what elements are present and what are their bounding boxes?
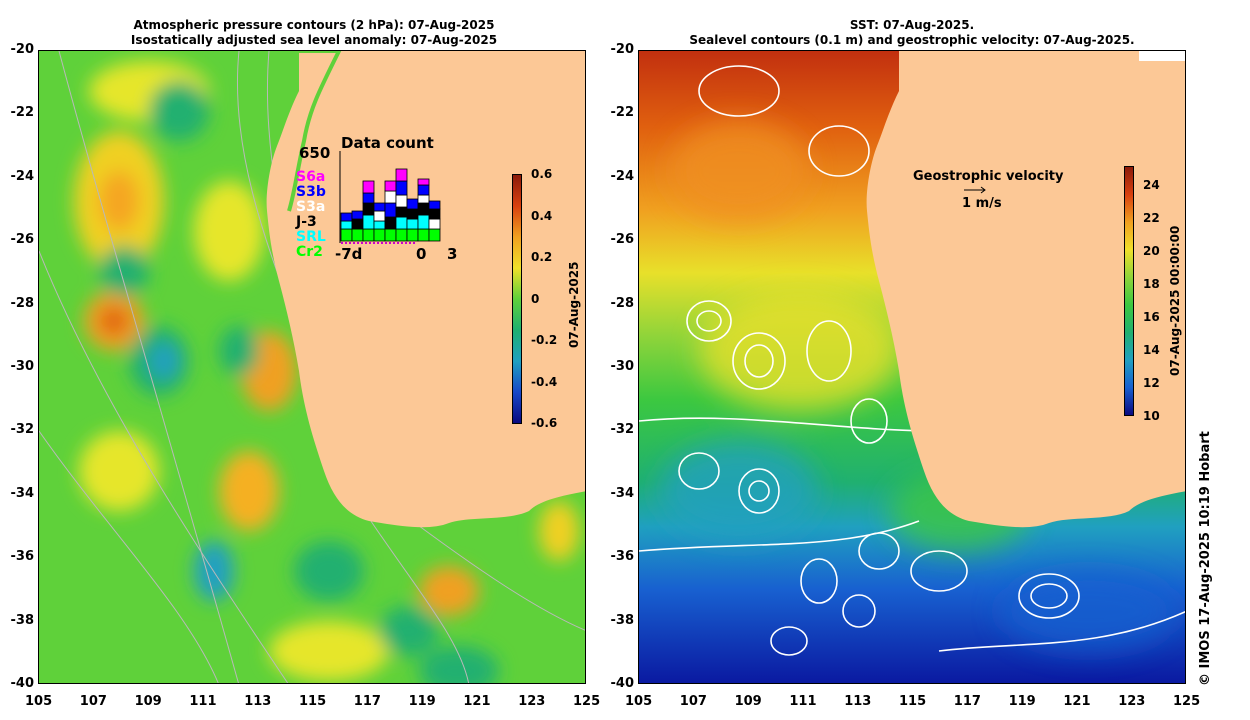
- lat-tick-label: -22: [10, 105, 35, 121]
- lat-tick-label: -40: [610, 676, 635, 691]
- lon-tick-label: 105: [25, 694, 53, 709]
- left-colorbar-label: 07-Aug-2025: [567, 261, 581, 348]
- lon-tick-label: 121: [463, 694, 491, 709]
- left-cbar-tick: 0.4: [531, 209, 553, 223]
- left-cbar-tick: -0.2: [531, 333, 558, 347]
- mission-s3a: S3a: [296, 199, 326, 215]
- sst-colorbar: [1124, 166, 1134, 416]
- lat-tick-label: -26: [610, 232, 635, 248]
- left-cbar-tick: 0: [531, 292, 540, 306]
- lat-tick-label: -32: [10, 422, 35, 438]
- lat-tick-label: -34: [10, 485, 35, 501]
- lon-tick-label: 107: [679, 694, 707, 709]
- mission-j3: J-3: [296, 214, 317, 230]
- lon-tick-label: 115: [299, 694, 327, 709]
- sea-level-colorbar: [512, 174, 522, 424]
- right-title-line1: SST: 07-Aug-2025.: [849, 18, 975, 32]
- lon-tick-label: 121: [1063, 694, 1091, 709]
- right-cbar-tick: 24: [1143, 178, 1160, 192]
- right-cbar-tick: 18: [1143, 277, 1160, 291]
- right-cbar-tick: 10: [1143, 409, 1160, 423]
- mission-cr2: Cr2: [296, 244, 323, 260]
- lat-tick-label: -28: [610, 295, 635, 311]
- lat-tick-label: -32: [610, 422, 635, 438]
- data-count-max: 650: [299, 144, 331, 162]
- lat-tick-label: -20: [10, 42, 35, 57]
- lat-tick-label: -26: [10, 232, 35, 248]
- lat-tick-label: -34: [610, 485, 635, 501]
- lon-tick-label: 107: [79, 694, 107, 709]
- lon-tick-label: 115: [899, 694, 927, 709]
- lat-tick-label: -36: [10, 549, 35, 565]
- lon-tick-label: 117: [353, 694, 381, 709]
- data-count-title: Data count: [341, 134, 434, 152]
- left-cbar-tick: -0.4: [531, 375, 558, 389]
- left-title-line2: Isostatically adjusted sea level anomaly…: [130, 33, 498, 47]
- lat-tick-label: -20: [610, 42, 635, 57]
- left-cbar-tick: 0.6: [531, 167, 553, 181]
- left-title-line1: Atmospheric pressure contours (2 hPa): 0…: [133, 18, 495, 32]
- right-cbar-tick: 22: [1143, 211, 1160, 225]
- lon-tick-label: 125: [1173, 694, 1201, 709]
- lat-tick-label: -30: [10, 359, 35, 374]
- lon-tick-label: 117: [953, 694, 981, 709]
- lon-tick-label: 113: [244, 694, 272, 709]
- lon-tick-label: 125: [573, 694, 601, 709]
- sea-level-anomaly-plot: [39, 51, 585, 683]
- lon-tick-label: 119: [408, 694, 436, 709]
- mission-s6a: S6a: [296, 169, 326, 185]
- lat-tick-label: -22: [610, 105, 635, 121]
- mission-srl: SRL: [296, 229, 326, 245]
- sea-level-anomaly-map: Data count 650 S6a S3b S3a J-3 SRL Cr2 -…: [38, 50, 586, 684]
- data-count-xlabel-end: 3: [447, 245, 458, 263]
- velocity-label: Geostrophic velocity: [913, 169, 1064, 184]
- imos-credit: © IMOS 17-Aug-2025 10:19 Hobart: [1198, 431, 1213, 686]
- lon-tick-label: 111: [789, 694, 817, 709]
- lon-tick-label: 109: [134, 694, 162, 709]
- left-cbar-tick: 0.2: [531, 250, 553, 264]
- lat-tick-label: -30: [610, 359, 635, 374]
- sst-plot: [639, 51, 1185, 683]
- lat-tick-label: -40: [10, 676, 35, 691]
- right-cbar-tick: 20: [1143, 244, 1160, 258]
- lat-tick-label: -38: [610, 612, 635, 628]
- lon-tick-label: 113: [844, 694, 872, 709]
- lat-tick-label: -36: [610, 549, 635, 565]
- lon-tick-label: 111: [189, 694, 217, 709]
- right-cbar-tick: 14: [1143, 343, 1160, 357]
- velocity-arrow-icon: [964, 186, 986, 194]
- lon-tick-label: 123: [1118, 694, 1146, 709]
- data-count-xlabel-start: -7d: [335, 245, 363, 263]
- lon-tick-label: 109: [734, 694, 762, 709]
- sst-map: Geostrophic velocity 1 m/s: [638, 50, 1186, 684]
- data-count-histogram: [339, 151, 441, 244]
- lon-tick-label: 105: [625, 694, 653, 709]
- velocity-scale: 1 m/s: [962, 196, 1002, 211]
- right-colorbar-label: 07-Aug-2025 00:00:00: [1168, 225, 1182, 376]
- right-cbar-tick: 12: [1143, 376, 1160, 390]
- lon-tick-label: 123: [518, 694, 546, 709]
- mission-s3b: S3b: [296, 184, 326, 200]
- lat-tick-label: -28: [10, 295, 35, 311]
- lat-tick-label: -24: [610, 168, 635, 184]
- left-cbar-tick: -0.6: [531, 416, 558, 430]
- data-count-xlabel-zero: 0: [416, 245, 427, 263]
- lat-tick-label: -24: [10, 168, 35, 184]
- lon-tick-label: 119: [1008, 694, 1036, 709]
- right-cbar-tick: 16: [1143, 310, 1160, 324]
- lat-tick-label: -38: [10, 612, 35, 628]
- right-title-line2: Sealevel contours (0.1 m) and geostrophi…: [689, 33, 1135, 47]
